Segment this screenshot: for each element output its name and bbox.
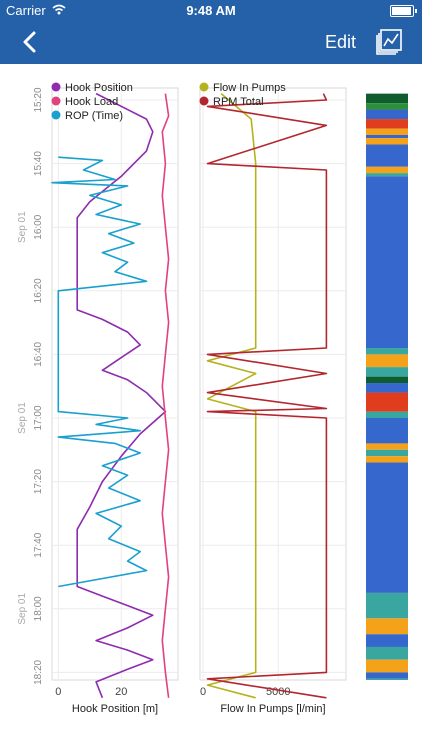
chart-area: 15:20 15:40 16:00 16:20 16:40 17:00 17:20 17:40… xyxy=(0,64,422,750)
activity-band xyxy=(366,418,408,444)
activity-band xyxy=(366,634,408,647)
navigation-bar: Edit xyxy=(0,20,422,64)
activity-band xyxy=(366,449,408,457)
legend-marker xyxy=(51,82,61,92)
time-tick-label: 15:40 xyxy=(33,151,44,176)
legend-marker xyxy=(51,110,61,120)
activity-band xyxy=(366,392,408,412)
activity-band xyxy=(366,367,408,377)
activity-band xyxy=(366,128,408,135)
activity-band xyxy=(366,119,408,129)
time-tick-label: 17:00 xyxy=(33,405,44,430)
drilling-charts: 15:20 15:40 16:00 16:20 16:40 17:00 17:20 17:40… xyxy=(17,82,408,715)
carrier-label: Carrier xyxy=(6,3,46,18)
legend-label: Hook Position xyxy=(65,82,133,94)
activity-band xyxy=(366,672,408,679)
legend-label: Flow In Pumps xyxy=(213,82,286,94)
activity-band xyxy=(366,109,408,120)
time-tick-label: 17:20 xyxy=(33,469,44,494)
chart-icon[interactable] xyxy=(374,27,404,57)
activity-band xyxy=(366,678,408,680)
activity-band xyxy=(366,144,408,167)
plot-frame-1 xyxy=(51,87,179,681)
activity-band xyxy=(366,462,408,593)
time-tick-label: 16:00 xyxy=(33,214,44,239)
edit-button[interactable]: Edit xyxy=(324,32,356,52)
activity-band xyxy=(366,383,408,393)
time-tick-label: 15:20 xyxy=(33,87,44,112)
date-label: Sep 01 xyxy=(17,402,28,434)
legend-label: Hook Load xyxy=(65,96,118,108)
x-axis-label: Flow In Pumps [l/min] xyxy=(220,703,325,715)
wifi-icon xyxy=(52,4,66,15)
status-bar: Carrier 9:48 AM xyxy=(0,0,422,20)
activity-band xyxy=(366,646,408,660)
activity-band xyxy=(366,376,408,384)
activity-band xyxy=(366,659,408,673)
series-line-rpm-total xyxy=(206,93,328,699)
activity-band xyxy=(366,443,408,450)
legend-label: ROP (Time) xyxy=(65,110,123,122)
activity-band xyxy=(366,354,408,368)
date-label: Sep 01 xyxy=(17,211,28,243)
activity-band xyxy=(366,618,408,635)
x-tick-label: 0 xyxy=(55,686,61,698)
activity-band xyxy=(366,348,408,355)
activity-band xyxy=(366,134,408,139)
chevron-left-icon[interactable] xyxy=(16,28,44,56)
x-tick-label: 0 xyxy=(200,686,206,698)
activity-band xyxy=(366,173,408,177)
activity-band xyxy=(366,411,408,418)
legend-marker xyxy=(51,96,61,106)
series-line-hook-load xyxy=(161,93,170,698)
activity-band xyxy=(366,456,408,463)
plot-frame-2 xyxy=(199,87,347,681)
legend-marker xyxy=(199,82,209,92)
time-tick-label: 18:00 xyxy=(33,596,44,621)
series-line-rop-time- xyxy=(51,156,148,588)
activity-band xyxy=(366,93,408,104)
time-tick-label: 18:20 xyxy=(33,659,44,684)
time-tick-label: 16:40 xyxy=(33,341,44,366)
status-time: 9:48 AM xyxy=(186,3,236,18)
activity-band xyxy=(366,176,408,349)
activity-band xyxy=(366,103,408,110)
time-tick-label: 16:20 xyxy=(33,278,44,303)
x-tick-label: 20 xyxy=(115,686,127,698)
activity-band xyxy=(366,592,408,619)
activity-band xyxy=(366,166,408,174)
legend-marker xyxy=(199,96,209,106)
date-label: Sep 01 xyxy=(17,593,28,625)
battery-fill xyxy=(392,7,411,15)
battery-icon xyxy=(390,5,417,17)
time-tick-label: 17:40 xyxy=(33,532,44,557)
x-axis-label: Hook Position [m] xyxy=(72,703,158,715)
legend-label: RPM Total xyxy=(213,96,264,108)
activity-band xyxy=(366,138,408,145)
